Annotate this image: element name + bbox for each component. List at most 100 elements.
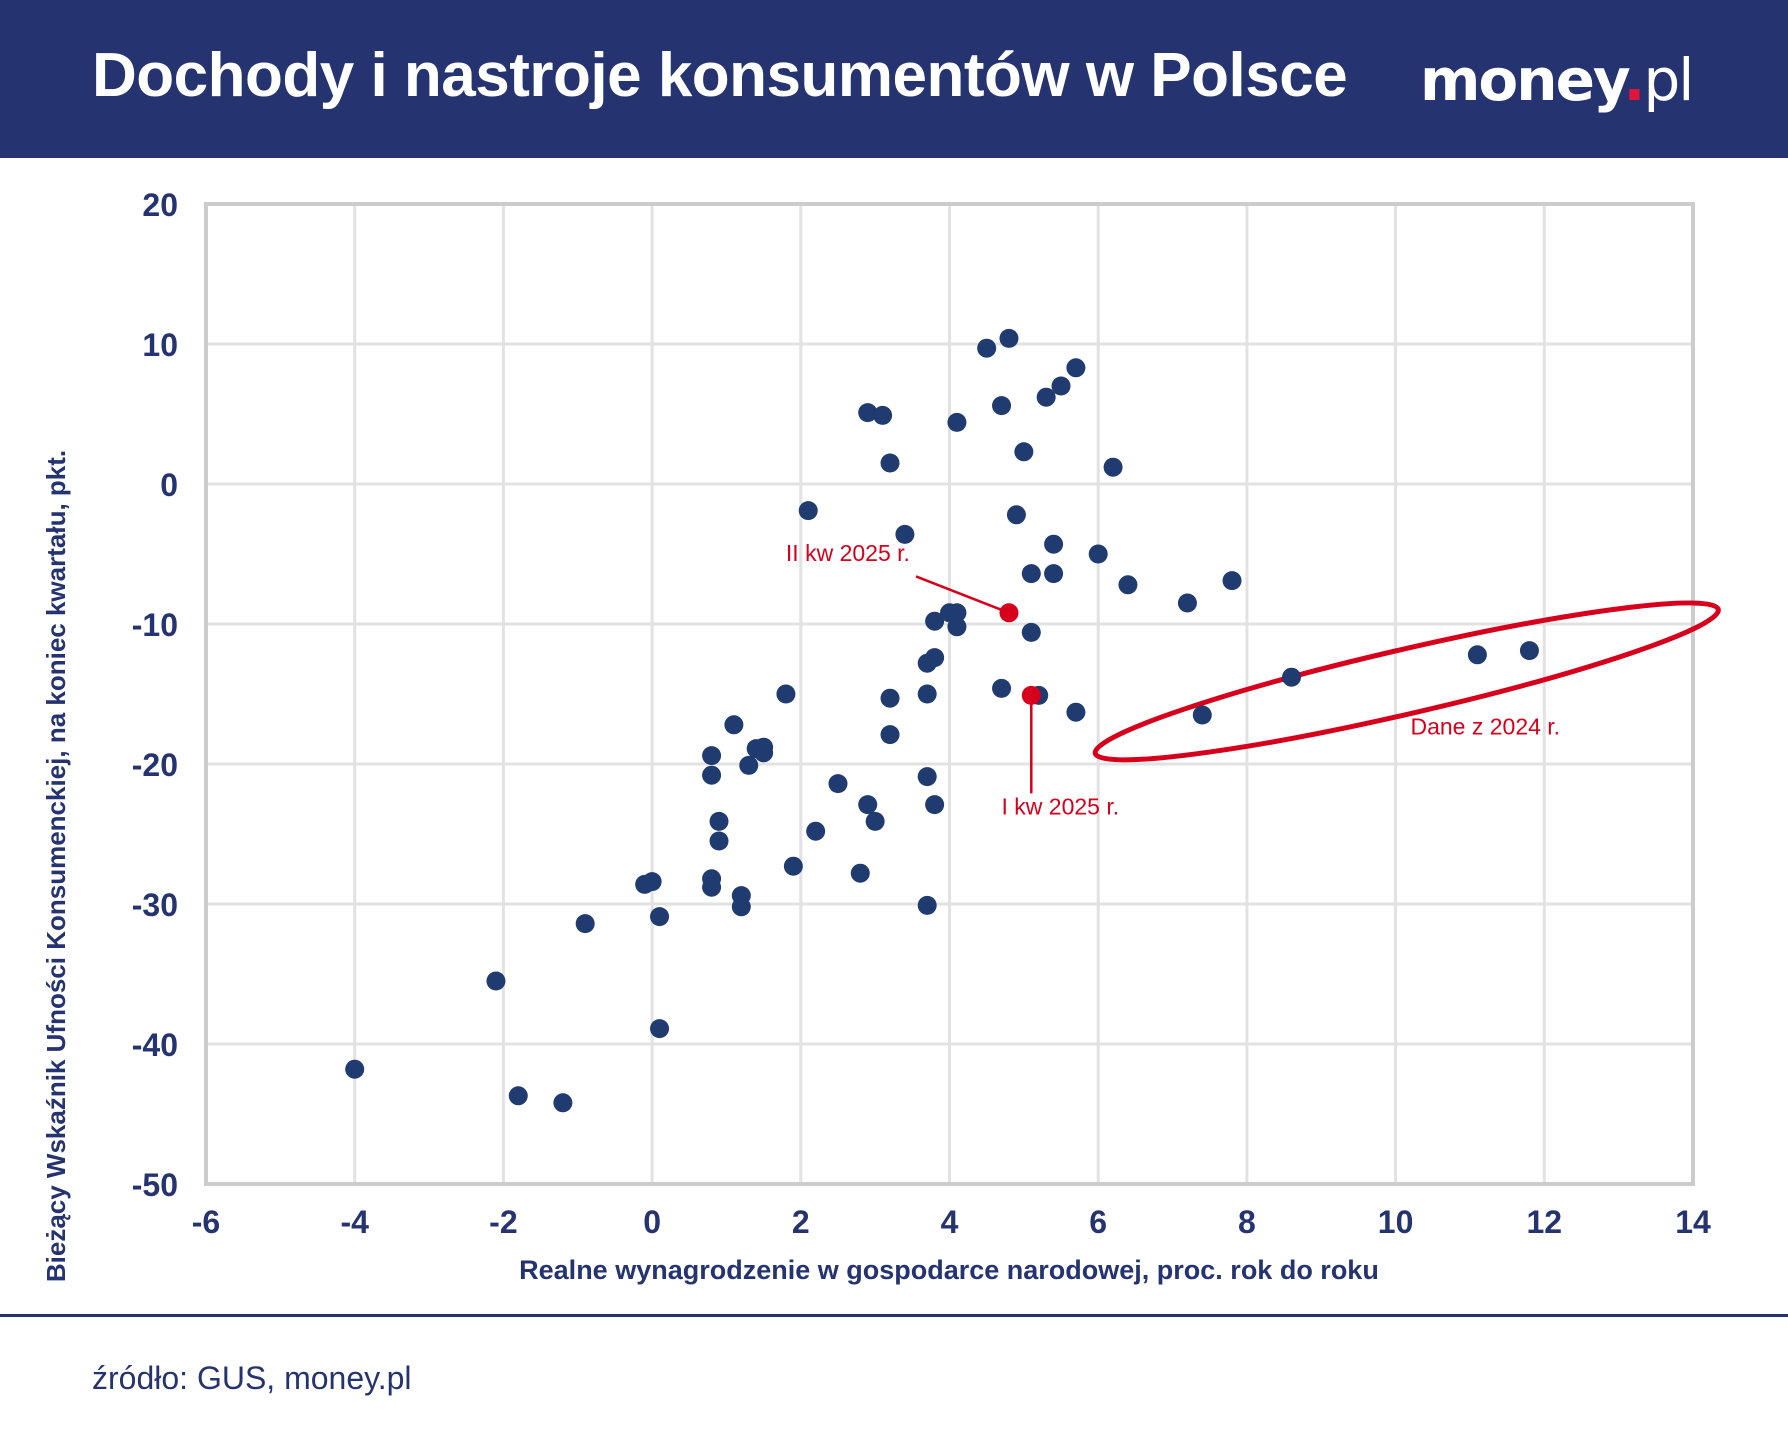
annotation-label: I kw 2025 r. xyxy=(1002,793,1120,819)
x-tick-label: 8 xyxy=(1238,1204,1256,1240)
x-tick-label: 14 xyxy=(1675,1204,1711,1240)
annotation-label: Dane z 2024 r. xyxy=(1410,714,1560,740)
data-point xyxy=(925,611,945,631)
x-tick-label: -6 xyxy=(192,1204,220,1240)
annotation-leader-line xyxy=(915,575,1010,614)
x-tick-label: 0 xyxy=(643,1204,661,1240)
data-point xyxy=(798,501,818,521)
data-point xyxy=(508,1086,528,1106)
data-point xyxy=(1051,376,1071,396)
data-point xyxy=(345,1059,365,1079)
logo-main: money xyxy=(1420,46,1625,114)
y-tick-label: -30 xyxy=(132,887,178,923)
data-point xyxy=(977,338,997,358)
logo-dot: . xyxy=(1623,46,1645,114)
x-tick-label: 4 xyxy=(941,1204,959,1240)
data-point xyxy=(895,524,915,544)
data-point xyxy=(754,743,774,763)
data-point xyxy=(1021,564,1041,584)
header-bar: Dochody i nastroje konsumentów w Polsce … xyxy=(0,0,1788,158)
x-axis-ticks: -6 -4 -2 0 2 4 6 8 10 12 14 xyxy=(192,1204,1711,1240)
data-point xyxy=(1044,534,1064,554)
y-tick-label: -10 xyxy=(132,607,178,643)
scatter-chart: 20 10 0 -10 -20 -30 -4 0 -50 -6 -4 -2 0 2 4 6 8 10 12 14 I… xyxy=(0,158,1788,1308)
data-point xyxy=(858,403,878,423)
data-point xyxy=(739,755,759,775)
data-point xyxy=(880,453,900,473)
footer-divider xyxy=(0,1314,1788,1317)
annotation-labels: II kw 2025 r. I kw 2025 r. Dane z 2024 r. xyxy=(786,540,1560,819)
y-axis-ticks: 20 10 0 -10 -20 -30 -40 -50 xyxy=(132,187,178,1203)
x-tick-label: 12 xyxy=(1527,1204,1563,1240)
data-point xyxy=(702,765,722,785)
data-point xyxy=(553,1093,573,1113)
highlight-point xyxy=(1021,685,1041,705)
y-tick-label: -20 xyxy=(132,747,178,783)
data-point xyxy=(1467,645,1487,665)
x-tick-label: 6 xyxy=(1089,1204,1107,1240)
data-point xyxy=(1066,358,1086,378)
data-point xyxy=(992,678,1012,698)
money-pl-logo: money.pl xyxy=(1420,46,1694,114)
annotation-label: II kw 2025 r. xyxy=(786,540,910,566)
data-point xyxy=(880,688,900,708)
data-point xyxy=(1014,442,1034,462)
data-point xyxy=(917,767,937,787)
data-point xyxy=(1021,622,1041,642)
data-point xyxy=(1192,705,1212,725)
data-point xyxy=(486,971,506,991)
x-tick-label: -2 xyxy=(489,1204,517,1240)
x-tick-label: 2 xyxy=(792,1204,810,1240)
annotation-shapes xyxy=(915,575,1721,794)
plot-border xyxy=(204,202,1695,1186)
data-point xyxy=(642,872,662,892)
data-point xyxy=(1282,667,1302,687)
chart-canvas: 20 10 0 -10 -20 -30 -4 0 -50 -6 -4 -2 0 2 4 6 8 10 12 14 I… xyxy=(41,187,1721,1285)
data-point xyxy=(947,617,967,637)
data-point xyxy=(709,831,729,851)
data-point xyxy=(1006,505,1026,525)
data-point xyxy=(776,684,796,704)
data-point xyxy=(1222,571,1242,591)
y-tick-label: -50 xyxy=(132,1167,178,1203)
highlight-ellipse xyxy=(1092,600,1721,763)
x-tick-label: -4 xyxy=(340,1204,369,1240)
data-point xyxy=(880,725,900,745)
highlight-point xyxy=(999,603,1019,623)
data-point xyxy=(850,863,870,883)
data-point xyxy=(731,897,751,917)
source-note: źródło: GUS, money.pl xyxy=(92,1360,412,1396)
x-axis-label: Realne wynagrodzenie w gospodarce narodo… xyxy=(519,1255,1379,1285)
data-point xyxy=(947,603,967,623)
data-point xyxy=(865,811,885,831)
data-point xyxy=(1044,564,1064,584)
data-point xyxy=(858,795,878,815)
data-point xyxy=(702,746,722,766)
data-point xyxy=(709,811,729,831)
data-point xyxy=(1177,593,1197,613)
data-point xyxy=(925,795,945,815)
data-point xyxy=(925,648,945,668)
y-tick-label: 10 xyxy=(142,327,178,363)
y-tick-label: 20 xyxy=(142,187,178,223)
y-axis-label: Bieżący Wskaźnik Ufności Konsumenckiej, … xyxy=(41,450,71,1282)
data-point xyxy=(1088,544,1108,564)
data-points xyxy=(345,328,1539,1113)
data-point xyxy=(992,396,1012,416)
plot-frame xyxy=(204,202,1695,1186)
data-point xyxy=(999,328,1019,348)
data-point xyxy=(724,715,744,735)
data-point xyxy=(947,412,967,432)
data-point xyxy=(806,821,826,841)
page-title: Dochody i nastroje konsumentów w Polsce xyxy=(92,41,1348,110)
x-tick-label: 10 xyxy=(1378,1204,1414,1240)
data-point xyxy=(783,856,803,876)
data-point xyxy=(828,774,848,794)
data-point xyxy=(1103,457,1123,477)
data-point xyxy=(1118,575,1138,595)
data-point xyxy=(917,895,937,915)
chart-grid xyxy=(206,204,1693,1184)
data-point xyxy=(702,877,722,897)
data-point xyxy=(1066,702,1086,722)
y-tick-label: 0 xyxy=(160,467,178,503)
